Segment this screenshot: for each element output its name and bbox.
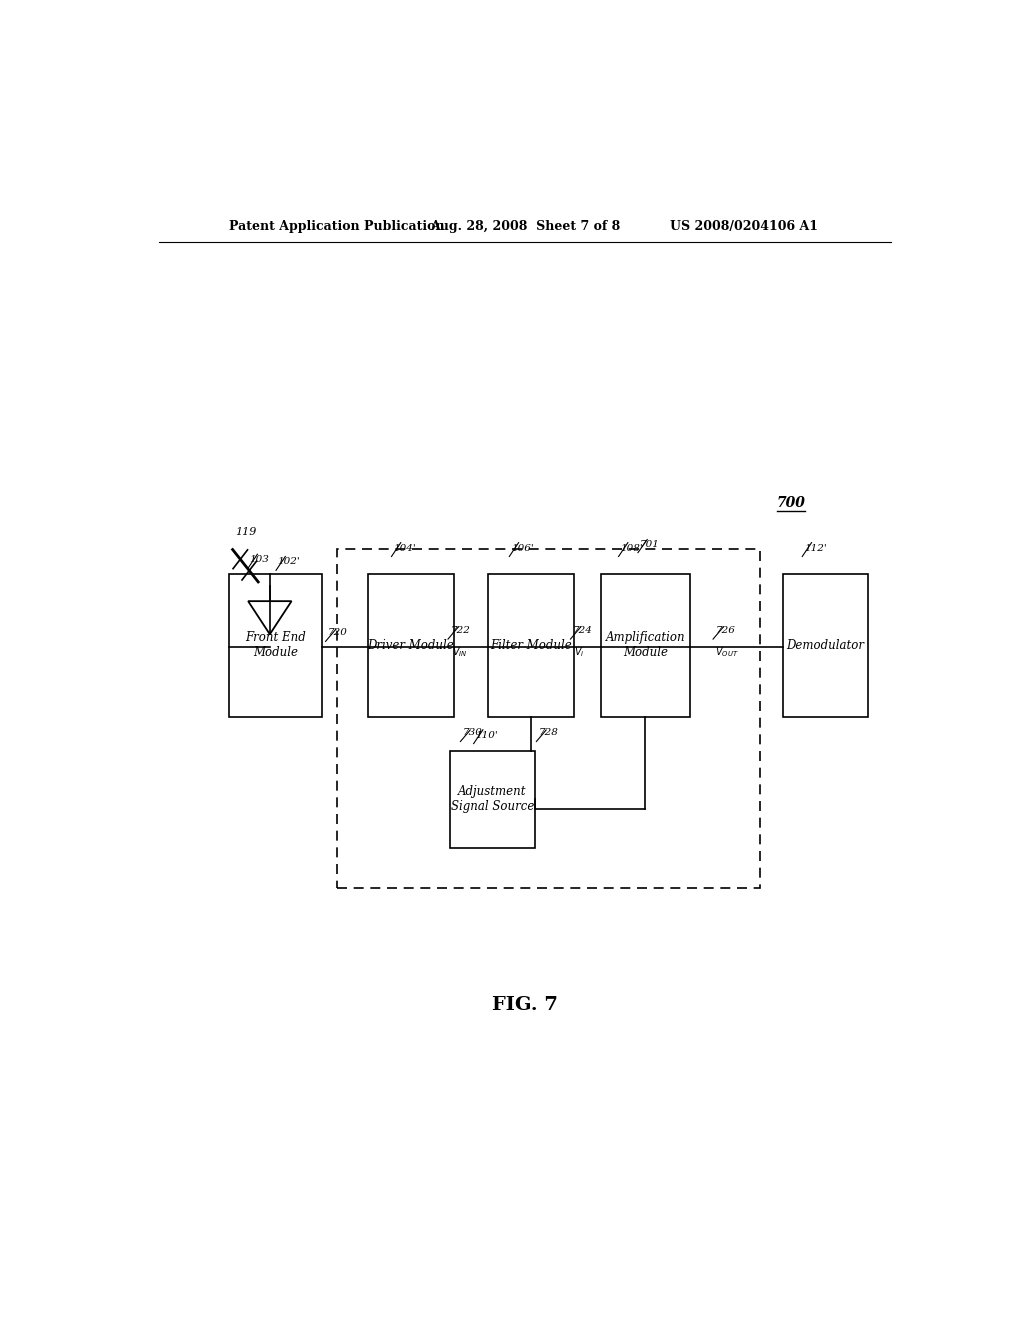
Text: Patent Application Publication: Patent Application Publication [228,219,444,232]
Text: US 2008/0204106 A1: US 2008/0204106 A1 [671,219,818,232]
Text: Demodulator: Demodulator [786,639,864,652]
Text: 110': 110' [475,731,498,739]
Bar [601,574,690,717]
Text: 112': 112' [804,544,826,553]
Text: $V_i$: $V_i$ [574,645,585,659]
Text: FIG. 7: FIG. 7 [492,997,558,1014]
Text: 104': 104' [393,544,416,553]
Text: 730: 730 [463,729,482,738]
Text: Amplification
Module: Amplification Module [605,631,685,660]
Text: 108': 108' [621,544,643,553]
Text: 726: 726 [716,626,735,635]
Text: Front End
Module: Front End Module [245,631,305,660]
Text: 106': 106' [511,544,534,553]
Text: 700: 700 [776,496,805,511]
Text: $V_{OUT}$: $V_{OUT}$ [716,645,739,659]
Text: $V_{IN}$: $V_{IN}$ [452,645,468,659]
Bar [228,574,322,717]
Bar [450,751,535,847]
Text: Filter Module: Filter Module [490,639,571,652]
Text: 102': 102' [278,557,300,566]
Text: 724: 724 [572,626,593,635]
Bar [783,574,868,717]
Text: Aug. 28, 2008  Sheet 7 of 8: Aug. 28, 2008 Sheet 7 of 8 [430,219,621,232]
Text: Driver Module: Driver Module [368,639,455,652]
Text: Adjustment
Signal Source: Adjustment Signal Source [451,785,534,813]
Text: 728: 728 [539,729,559,738]
Text: 722: 722 [451,626,470,635]
Bar [488,574,573,717]
Text: 119: 119 [234,527,256,537]
Text: 103: 103 [250,556,269,564]
Text: 720: 720 [328,628,348,638]
Text: 701: 701 [640,540,659,549]
Bar [369,574,454,717]
Bar [337,549,760,887]
